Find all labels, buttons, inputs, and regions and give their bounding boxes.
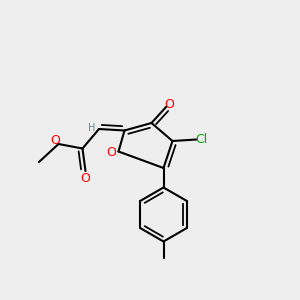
Text: O: O (106, 146, 116, 160)
Text: O: O (81, 172, 90, 185)
Text: Cl: Cl (195, 133, 207, 146)
Text: O: O (51, 134, 60, 148)
Text: O: O (165, 98, 174, 111)
Text: H: H (88, 123, 95, 134)
